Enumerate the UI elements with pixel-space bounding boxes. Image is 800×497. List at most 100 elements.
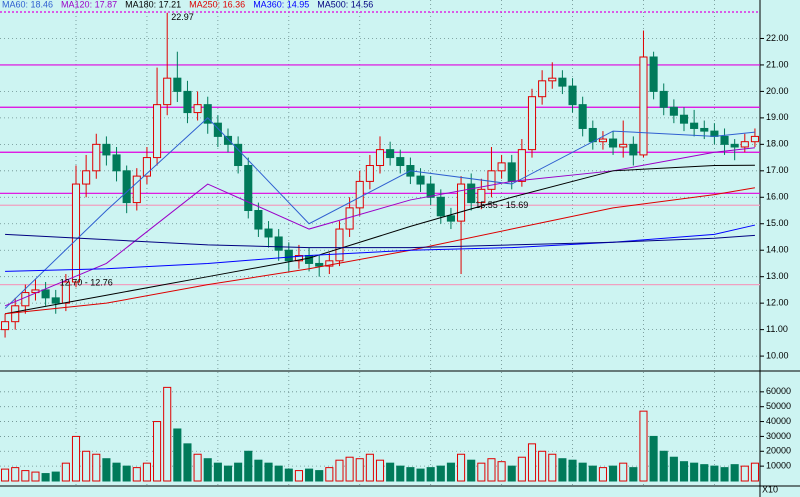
candle-body xyxy=(274,236,283,251)
volume-bar xyxy=(487,458,496,482)
volume-bar xyxy=(142,462,151,482)
volume-bar xyxy=(457,453,466,482)
volume-bar xyxy=(1,468,10,482)
y-tick-label: 13.00 xyxy=(766,271,789,281)
candle-body xyxy=(669,106,678,116)
candle-body xyxy=(396,157,405,167)
candle-body xyxy=(153,104,162,159)
candle-body xyxy=(11,305,20,323)
volume-bar xyxy=(609,465,618,482)
volume-bar xyxy=(82,450,91,482)
volume-bar xyxy=(426,467,435,482)
volume-bar xyxy=(639,410,648,482)
y-tick-label: 14.00 xyxy=(766,245,789,255)
volume-bar xyxy=(21,470,30,482)
candle-body xyxy=(173,77,182,92)
ma-line xyxy=(4,164,755,315)
candle-body xyxy=(497,162,506,172)
legend-entry: MA60: 18.46 xyxy=(2,0,53,9)
y-tick-label: 30000 xyxy=(766,431,791,441)
unit-label: X10 xyxy=(762,484,778,494)
candle-body xyxy=(730,143,739,148)
volume-bar xyxy=(446,462,455,482)
volume-bar xyxy=(507,465,516,482)
volume-bar xyxy=(203,458,212,482)
candle-body xyxy=(355,180,364,209)
candle-body xyxy=(203,104,212,124)
y-tick-label: 22.00 xyxy=(766,33,789,43)
y-tick-label: 18.00 xyxy=(766,139,789,149)
volume-bar xyxy=(700,464,709,482)
legend-entry: MA250: 16.36 xyxy=(189,0,245,9)
legend-entry: MA500: 14.56 xyxy=(317,0,373,9)
candle-body xyxy=(234,143,243,167)
candle-body xyxy=(426,183,435,198)
volume-bar xyxy=(163,386,172,482)
candle-body xyxy=(740,141,749,148)
y-tick-label: 16.00 xyxy=(766,192,789,202)
candle-body xyxy=(436,196,445,217)
candle-body xyxy=(122,170,131,204)
candle-body xyxy=(213,122,222,137)
volume-bar xyxy=(284,468,293,482)
candle-body xyxy=(548,77,557,82)
volume-bar xyxy=(254,459,263,482)
candle-body xyxy=(51,297,60,304)
candle-body xyxy=(416,175,425,185)
y-tick-label: 50000 xyxy=(766,401,791,411)
volume-bar xyxy=(548,453,557,482)
volume-bar xyxy=(416,468,425,482)
y-tick-label: 19.00 xyxy=(766,112,789,122)
candle-body xyxy=(578,104,587,129)
volume-bar xyxy=(740,465,749,482)
candle-body xyxy=(193,104,202,114)
candle-body xyxy=(386,149,395,159)
candle-body xyxy=(92,143,101,172)
volume-bar xyxy=(244,450,253,482)
candle-body xyxy=(700,127,709,132)
right-axis-panel xyxy=(760,0,800,497)
volume-bar xyxy=(649,435,658,482)
candle-body xyxy=(21,292,30,307)
volume-bar xyxy=(102,458,111,482)
volume-bar xyxy=(690,462,699,482)
candle-body xyxy=(223,135,233,145)
candle-body xyxy=(375,149,385,167)
y-tick-label: 10.00 xyxy=(766,350,789,360)
y-tick-label: 40000 xyxy=(766,416,791,426)
candle-body xyxy=(183,90,192,114)
volume-bar xyxy=(193,453,202,482)
volume-bar xyxy=(497,461,506,482)
candle-body xyxy=(609,138,618,148)
volume-bar xyxy=(527,443,537,482)
volume-bar xyxy=(305,468,314,482)
volume-bar xyxy=(345,456,354,482)
candle-body xyxy=(629,143,638,156)
ma-line xyxy=(5,224,756,272)
volume-bar xyxy=(183,443,192,482)
annotation: 22.97 xyxy=(171,12,194,22)
candle-body xyxy=(82,170,91,185)
candle-body xyxy=(41,289,50,299)
volume-bar xyxy=(588,465,597,482)
candle-body xyxy=(598,138,607,143)
volume-bar xyxy=(720,467,729,482)
candle-body xyxy=(619,143,628,148)
y-tick-label: 11.00 xyxy=(766,324,788,334)
volume-bar xyxy=(750,462,759,482)
volume-bar xyxy=(223,465,233,482)
candle-body xyxy=(487,170,496,190)
candle-body xyxy=(163,77,172,106)
volume-bar xyxy=(629,467,638,482)
candle-body xyxy=(315,262,324,267)
candle-body xyxy=(457,183,466,222)
candle-body xyxy=(254,210,263,230)
candle-body xyxy=(305,255,314,264)
volume-bar xyxy=(365,453,374,482)
candle-body xyxy=(720,135,729,145)
volume-bar xyxy=(153,421,162,482)
volume-bar xyxy=(669,456,678,482)
volume-bar xyxy=(112,462,121,482)
ma-line xyxy=(5,233,755,249)
